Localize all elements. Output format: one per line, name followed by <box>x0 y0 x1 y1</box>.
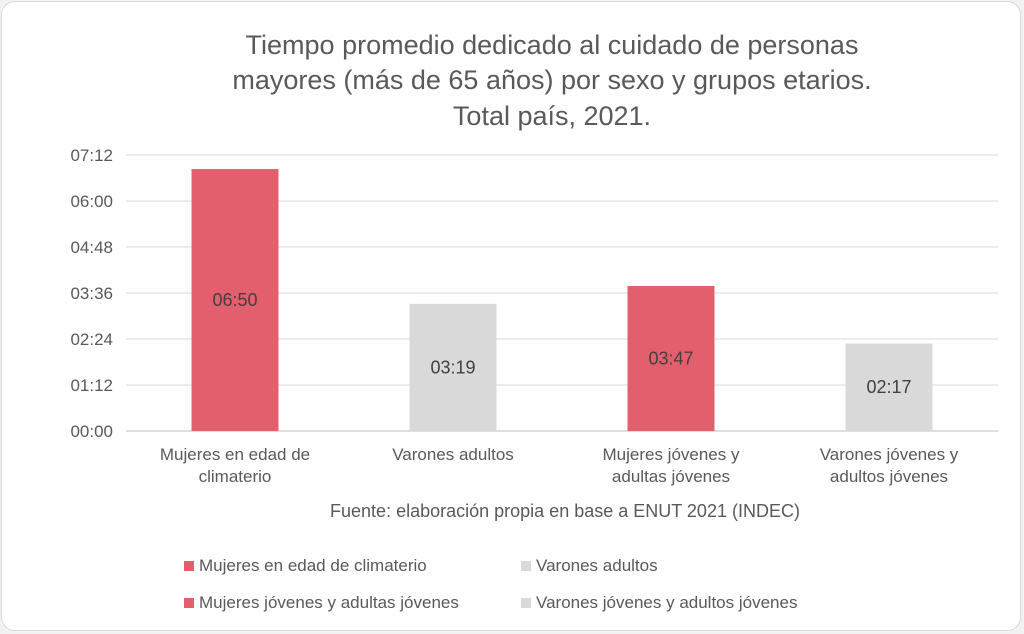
legend-swatch <box>184 598 194 608</box>
data-label: 02:17 <box>866 377 911 397</box>
y-tick-label: 00:00 <box>70 422 113 441</box>
x-category-label: adultas jóvenes <box>612 467 730 486</box>
x-category-label: adultos jóvenes <box>830 467 948 486</box>
legend-swatch <box>521 561 531 571</box>
x-axis-categories: Mujeres en edad de climaterio Varones adul… <box>160 445 959 486</box>
bars <box>191 169 933 432</box>
y-axis-ticks: 00:00 01:12 02:24 03:36 04:48 06:00 07:12 <box>70 146 113 441</box>
legend-swatch <box>521 598 531 608</box>
legend-label: Varones jóvenes y adultos jóvenes <box>536 593 797 612</box>
chart-title: Tiempo promedio dedicado al cuidado de p… <box>232 30 871 131</box>
legend: Mujeres en edad de climaterio Varones adu… <box>184 556 797 612</box>
data-label: 03:19 <box>430 357 475 377</box>
y-tick-label: 03:36 <box>70 284 113 303</box>
y-tick-label: 01:12 <box>70 376 113 395</box>
x-category-label: Varones adultos <box>392 445 514 464</box>
chart-title-line: Total país, 2021. <box>453 101 651 131</box>
source-note: Fuente: elaboración propia en base a ENU… <box>330 501 800 521</box>
data-label: 06:50 <box>212 290 257 310</box>
y-tick-label: 07:12 <box>70 146 113 165</box>
x-category-label: climaterio <box>199 467 272 486</box>
x-category-label: Varones jóvenes y <box>820 445 959 464</box>
bar <box>409 303 497 431</box>
data-labels: 06:50 03:19 03:47 02:17 <box>212 290 911 397</box>
bar <box>191 169 279 432</box>
legend-label: Mujeres en edad de climaterio <box>199 556 427 575</box>
chart-title-line: Tiempo promedio dedicado al cuidado de p… <box>246 30 859 60</box>
chart-title-line: mayores (más de 65 años) por sexo y grup… <box>232 65 871 95</box>
bar <box>845 343 933 431</box>
legend-label: Mujeres jóvenes y adultas jóvenes <box>199 593 459 612</box>
x-category-label: Mujeres en edad de <box>160 445 310 464</box>
y-tick-label: 04:48 <box>70 238 113 257</box>
legend-swatch <box>184 561 194 571</box>
data-label: 03:47 <box>648 348 693 368</box>
y-tick-label: 02:24 <box>70 330 113 349</box>
legend-label: Varones adultos <box>536 556 658 575</box>
y-tick-label: 06:00 <box>70 192 113 211</box>
bar <box>627 285 715 431</box>
x-category-label: Mujeres jóvenes y <box>602 445 740 464</box>
